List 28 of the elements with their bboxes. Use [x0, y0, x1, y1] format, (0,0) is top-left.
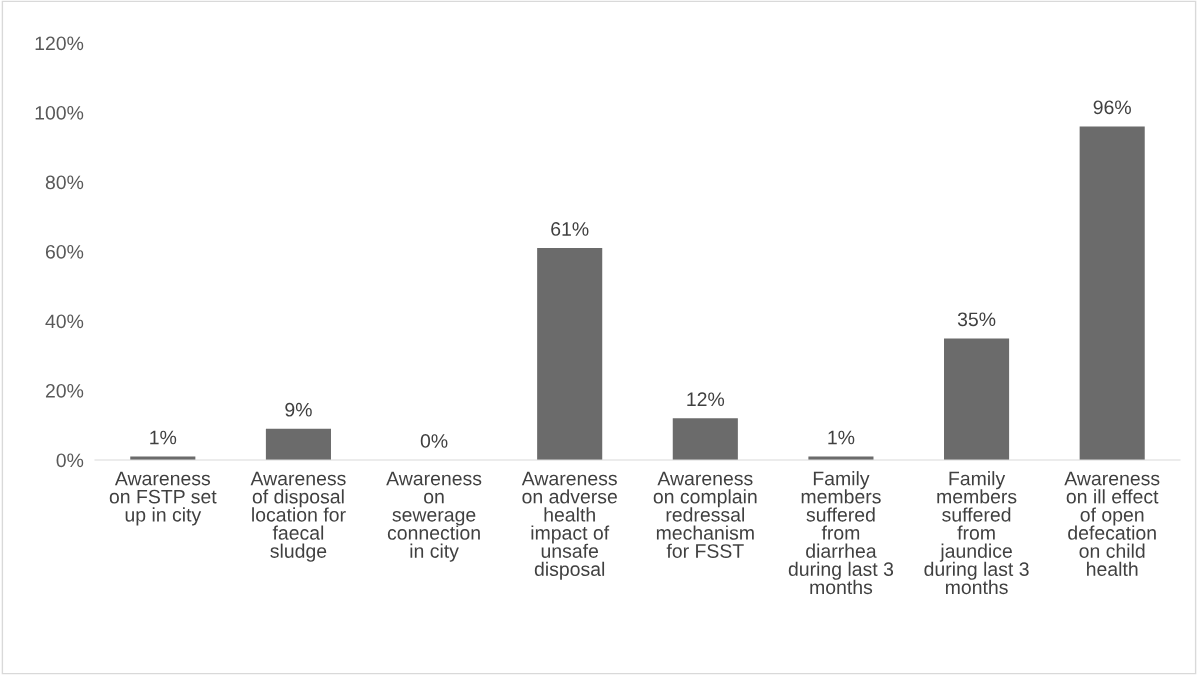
x-tick-label: Awareness on adverse health impact of unsafe disposal: [521, 471, 617, 580]
bar: [265, 428, 331, 460]
x-tick-label: Awareness on complain redressal mechanism for FSST: [653, 471, 757, 558]
bar: [672, 418, 738, 460]
bar: [1079, 126, 1145, 460]
data-label: 1%: [150, 430, 177, 445]
x-tick-label: Family members suffered from jaundice during last 3 months: [924, 471, 1029, 595]
data-label: 35%: [957, 312, 996, 327]
data-label: 9%: [285, 402, 312, 417]
x-tick-label: Family members suffered from diarrhea during last 3 months: [788, 471, 894, 595]
x-tick-label: Awareness on sewerage connection in city: [386, 471, 482, 562]
y-tick-label: 80%: [45, 175, 84, 190]
x-tick-label: Awareness of disposal location for faecal sludge: [250, 471, 346, 562]
data-label: 96%: [1093, 100, 1131, 115]
x-tick-label: Awareness on ill effect of open defecation on child health: [1064, 471, 1160, 577]
y-tick-label: 20%: [45, 383, 84, 398]
y-tick-label: 40%: [45, 314, 84, 329]
bar: [537, 248, 603, 460]
data-label: 1%: [828, 430, 855, 445]
data-label: 61%: [551, 222, 589, 236]
data-label: 0%: [420, 434, 448, 448]
y-tick-label: 100%: [35, 105, 84, 120]
data-label: 12%: [687, 392, 725, 407]
y-tick-label: 120%: [35, 36, 84, 51]
bar: [944, 338, 1010, 460]
y-tick-label: 60%: [45, 244, 84, 259]
x-tick-label: Awareness on FSTP set up in city: [109, 471, 217, 526]
y-tick-label: 0%: [56, 453, 84, 468]
